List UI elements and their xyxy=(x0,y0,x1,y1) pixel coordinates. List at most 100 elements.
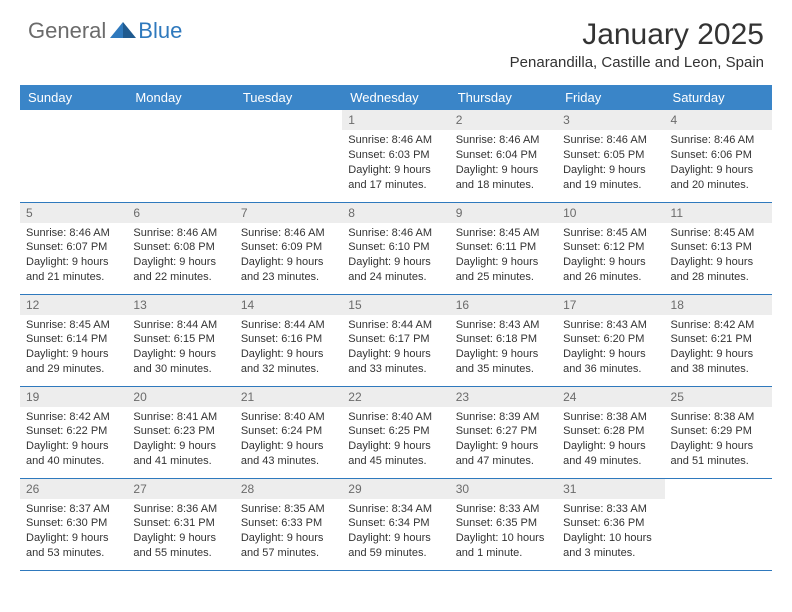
calendar-cell: 23Sunrise: 8:39 AMSunset: 6:27 PMDayligh… xyxy=(450,386,557,478)
day-number: 5 xyxy=(20,203,127,223)
calendar-cell: 11Sunrise: 8:45 AMSunset: 6:13 PMDayligh… xyxy=(665,202,772,294)
day-details: Sunrise: 8:43 AMSunset: 6:18 PMDaylight:… xyxy=(450,315,557,380)
title-block: January 2025 Penarandilla, Castille and … xyxy=(510,18,764,71)
calendar-cell: 17Sunrise: 8:43 AMSunset: 6:20 PMDayligh… xyxy=(557,294,664,386)
day-details: Sunrise: 8:36 AMSunset: 6:31 PMDaylight:… xyxy=(127,499,234,564)
calendar-cell: 24Sunrise: 8:38 AMSunset: 6:28 PMDayligh… xyxy=(557,386,664,478)
day-details: Sunrise: 8:33 AMSunset: 6:35 PMDaylight:… xyxy=(450,499,557,564)
day-number: 28 xyxy=(235,479,342,499)
day-number: 14 xyxy=(235,295,342,315)
calendar-cell: 25Sunrise: 8:38 AMSunset: 6:29 PMDayligh… xyxy=(665,386,772,478)
day-number: 11 xyxy=(665,203,772,223)
weekday-header: Tuesday xyxy=(235,85,342,110)
weekday-header: Sunday xyxy=(20,85,127,110)
calendar-row: 19Sunrise: 8:42 AMSunset: 6:22 PMDayligh… xyxy=(20,386,772,478)
calendar-cell: 14Sunrise: 8:44 AMSunset: 6:16 PMDayligh… xyxy=(235,294,342,386)
day-number: 20 xyxy=(127,387,234,407)
day-number: 2 xyxy=(450,110,557,130)
calendar-row: 26Sunrise: 8:37 AMSunset: 6:30 PMDayligh… xyxy=(20,478,772,570)
calendar-cell: 2Sunrise: 8:46 AMSunset: 6:04 PMDaylight… xyxy=(450,110,557,202)
brand-triangle-icon xyxy=(110,20,136,43)
weekday-header: Monday xyxy=(127,85,234,110)
calendar-cell: 1Sunrise: 8:46 AMSunset: 6:03 PMDaylight… xyxy=(342,110,449,202)
calendar-cell: 13Sunrise: 8:44 AMSunset: 6:15 PMDayligh… xyxy=(127,294,234,386)
calendar-cell: 3Sunrise: 8:46 AMSunset: 6:05 PMDaylight… xyxy=(557,110,664,202)
day-details: Sunrise: 8:42 AMSunset: 6:21 PMDaylight:… xyxy=(665,315,772,380)
day-number: 8 xyxy=(342,203,449,223)
day-details: Sunrise: 8:43 AMSunset: 6:20 PMDaylight:… xyxy=(557,315,664,380)
calendar-cell: 6Sunrise: 8:46 AMSunset: 6:08 PMDaylight… xyxy=(127,202,234,294)
calendar-row: 5Sunrise: 8:46 AMSunset: 6:07 PMDaylight… xyxy=(20,202,772,294)
day-number: 23 xyxy=(450,387,557,407)
day-number: 12 xyxy=(20,295,127,315)
calendar-cell: 27Sunrise: 8:36 AMSunset: 6:31 PMDayligh… xyxy=(127,478,234,570)
calendar-cell: 18Sunrise: 8:42 AMSunset: 6:21 PMDayligh… xyxy=(665,294,772,386)
calendar-cell: 16Sunrise: 8:43 AMSunset: 6:18 PMDayligh… xyxy=(450,294,557,386)
day-details: Sunrise: 8:38 AMSunset: 6:29 PMDaylight:… xyxy=(665,407,772,472)
day-details: Sunrise: 8:45 AMSunset: 6:14 PMDaylight:… xyxy=(20,315,127,380)
month-title: January 2025 xyxy=(510,18,764,52)
day-details: Sunrise: 8:39 AMSunset: 6:27 PMDaylight:… xyxy=(450,407,557,472)
day-number: 30 xyxy=(450,479,557,499)
day-details: Sunrise: 8:40 AMSunset: 6:24 PMDaylight:… xyxy=(235,407,342,472)
calendar-cell: 7Sunrise: 8:46 AMSunset: 6:09 PMDaylight… xyxy=(235,202,342,294)
weekday-header: Thursday xyxy=(450,85,557,110)
weekday-header: Wednesday xyxy=(342,85,449,110)
day-details: Sunrise: 8:46 AMSunset: 6:07 PMDaylight:… xyxy=(20,223,127,288)
calendar-cell: 15Sunrise: 8:44 AMSunset: 6:17 PMDayligh… xyxy=(342,294,449,386)
calendar-cell: 28Sunrise: 8:35 AMSunset: 6:33 PMDayligh… xyxy=(235,478,342,570)
calendar-cell: 22Sunrise: 8:40 AMSunset: 6:25 PMDayligh… xyxy=(342,386,449,478)
day-number: 4 xyxy=(665,110,772,130)
day-number: 22 xyxy=(342,387,449,407)
day-number: 21 xyxy=(235,387,342,407)
day-number: 13 xyxy=(127,295,234,315)
calendar-cell: 26Sunrise: 8:37 AMSunset: 6:30 PMDayligh… xyxy=(20,478,127,570)
day-details: Sunrise: 8:46 AMSunset: 6:09 PMDaylight:… xyxy=(235,223,342,288)
calendar-header-row: SundayMondayTuesdayWednesdayThursdayFrid… xyxy=(20,85,772,110)
day-number: 19 xyxy=(20,387,127,407)
day-number: 9 xyxy=(450,203,557,223)
brand-logo: General Blue xyxy=(28,18,182,44)
calendar-cell: 5Sunrise: 8:46 AMSunset: 6:07 PMDaylight… xyxy=(20,202,127,294)
brand-text-general: General xyxy=(28,18,106,44)
calendar-cell: 31Sunrise: 8:33 AMSunset: 6:36 PMDayligh… xyxy=(557,478,664,570)
day-details: Sunrise: 8:38 AMSunset: 6:28 PMDaylight:… xyxy=(557,407,664,472)
day-number: 6 xyxy=(127,203,234,223)
day-number: 16 xyxy=(450,295,557,315)
day-details: Sunrise: 8:42 AMSunset: 6:22 PMDaylight:… xyxy=(20,407,127,472)
calendar-cell: 30Sunrise: 8:33 AMSunset: 6:35 PMDayligh… xyxy=(450,478,557,570)
day-details: Sunrise: 8:41 AMSunset: 6:23 PMDaylight:… xyxy=(127,407,234,472)
day-details: Sunrise: 8:40 AMSunset: 6:25 PMDaylight:… xyxy=(342,407,449,472)
day-details: Sunrise: 8:46 AMSunset: 6:04 PMDaylight:… xyxy=(450,130,557,195)
day-number: 10 xyxy=(557,203,664,223)
calendar-cell xyxy=(235,110,342,202)
day-details: Sunrise: 8:35 AMSunset: 6:33 PMDaylight:… xyxy=(235,499,342,564)
day-number: 29 xyxy=(342,479,449,499)
day-details: Sunrise: 8:46 AMSunset: 6:06 PMDaylight:… xyxy=(665,130,772,195)
day-details: Sunrise: 8:33 AMSunset: 6:36 PMDaylight:… xyxy=(557,499,664,564)
day-details: Sunrise: 8:44 AMSunset: 6:17 PMDaylight:… xyxy=(342,315,449,380)
calendar-cell: 19Sunrise: 8:42 AMSunset: 6:22 PMDayligh… xyxy=(20,386,127,478)
day-details: Sunrise: 8:45 AMSunset: 6:12 PMDaylight:… xyxy=(557,223,664,288)
calendar-row: 1Sunrise: 8:46 AMSunset: 6:03 PMDaylight… xyxy=(20,110,772,202)
calendar-cell: 21Sunrise: 8:40 AMSunset: 6:24 PMDayligh… xyxy=(235,386,342,478)
brand-text-blue: Blue xyxy=(138,18,182,44)
calendar-cell xyxy=(665,478,772,570)
day-details: Sunrise: 8:45 AMSunset: 6:11 PMDaylight:… xyxy=(450,223,557,288)
weekday-header: Saturday xyxy=(665,85,772,110)
weekday-header: Friday xyxy=(557,85,664,110)
day-details: Sunrise: 8:46 AMSunset: 6:05 PMDaylight:… xyxy=(557,130,664,195)
day-number: 26 xyxy=(20,479,127,499)
calendar-row: 12Sunrise: 8:45 AMSunset: 6:14 PMDayligh… xyxy=(20,294,772,386)
day-number: 17 xyxy=(557,295,664,315)
location-text: Penarandilla, Castille and Leon, Spain xyxy=(510,54,764,71)
day-number: 24 xyxy=(557,387,664,407)
header: General Blue January 2025 Penarandilla, … xyxy=(0,0,792,79)
day-details: Sunrise: 8:44 AMSunset: 6:16 PMDaylight:… xyxy=(235,315,342,380)
calendar-cell: 20Sunrise: 8:41 AMSunset: 6:23 PMDayligh… xyxy=(127,386,234,478)
calendar-cell: 4Sunrise: 8:46 AMSunset: 6:06 PMDaylight… xyxy=(665,110,772,202)
day-details: Sunrise: 8:46 AMSunset: 6:03 PMDaylight:… xyxy=(342,130,449,195)
calendar-cell xyxy=(127,110,234,202)
day-number: 15 xyxy=(342,295,449,315)
day-details: Sunrise: 8:46 AMSunset: 6:08 PMDaylight:… xyxy=(127,223,234,288)
